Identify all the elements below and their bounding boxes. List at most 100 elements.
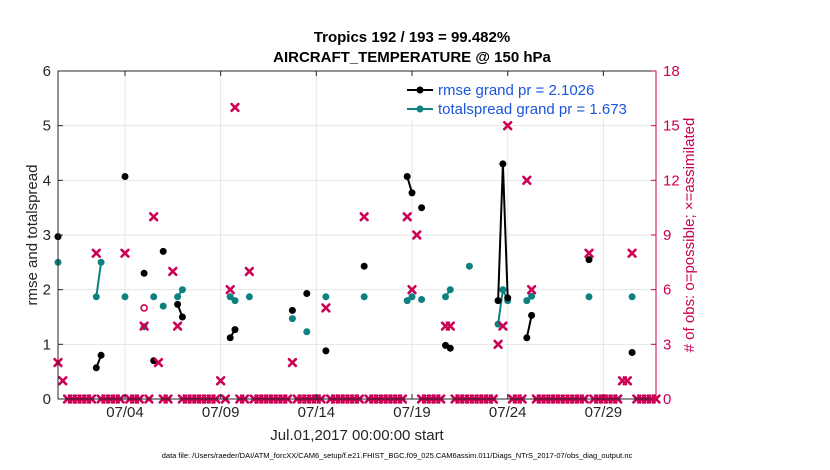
spread-point-13-0 xyxy=(403,297,411,305)
rmse-point-16-0 xyxy=(494,297,502,305)
obs-assimilated-94 xyxy=(502,120,513,131)
y-tick-label-left-3: 3 xyxy=(43,227,51,244)
x-tick-label-1: 07/09 xyxy=(202,404,240,421)
obs-assimilated-14 xyxy=(120,248,130,258)
y-axis-label-right: # of obs: o=possible; ×=assimilated xyxy=(681,118,698,353)
y-tick-label-right-6: 18 xyxy=(663,63,680,80)
obs-assimilated-24 xyxy=(168,266,178,277)
obs-assimilated-111 xyxy=(584,248,594,258)
y-tick-label-right-4: 12 xyxy=(663,172,680,189)
y-tick-label-right-3: 9 xyxy=(663,227,671,244)
spread-point-5-0 xyxy=(159,302,167,310)
obs-assimilated-120 xyxy=(627,248,637,258)
obs-assimilated-82 xyxy=(445,321,455,331)
rmse-point-16-2 xyxy=(504,294,512,302)
obs-assimilated-92 xyxy=(493,339,503,350)
obs-possible-0 xyxy=(140,304,148,312)
y-tick-label-left-4: 4 xyxy=(43,172,51,189)
rmse-point-7-1 xyxy=(231,326,239,334)
obs-assimilated-21 xyxy=(153,357,164,368)
spread-point-12-0 xyxy=(360,293,368,301)
y-axis-label-left: rmse and totalspread xyxy=(24,165,41,306)
spread-point-11-0 xyxy=(322,293,330,301)
x-ticks: 07/04 07/09 07/14 07/19 07/24 07/29 xyxy=(106,71,622,421)
rmse-point-19-0 xyxy=(628,349,636,356)
spread-point-9-0 xyxy=(288,315,296,323)
spread-point-1-1 xyxy=(97,258,105,266)
spread-point-8-0 xyxy=(245,293,253,301)
rmse-point-9-0 xyxy=(303,290,311,297)
legend-label-rmse: rmse grand pr = 2.1026 xyxy=(438,82,594,99)
spread-point-20-0 xyxy=(628,293,636,301)
spread-point-6-0 xyxy=(174,293,182,301)
y-tick-label-right-5: 15 xyxy=(663,118,680,135)
obs-assimilated-75 xyxy=(412,230,422,240)
rmse-point-10-0 xyxy=(322,347,330,355)
rmse-point-12-1 xyxy=(408,189,416,197)
legend-label-spread: totalspread grand pr = 1.673 xyxy=(438,101,627,118)
obs-assimilated-40 xyxy=(244,266,255,277)
spread-point-14-0 xyxy=(418,296,426,303)
spread-point-15-0 xyxy=(442,293,449,301)
spread-point-18-1 xyxy=(528,292,536,300)
rmse-point-6-0 xyxy=(174,300,182,308)
spread-point-19-0 xyxy=(585,293,593,301)
rmse-point-3-0 xyxy=(140,269,148,277)
y-ticks-right: 0 3 6 9 12 15 18 xyxy=(651,63,680,408)
legend-box xyxy=(405,77,650,119)
y-tick-label-right-0: 0 xyxy=(663,391,671,408)
spread-point-7-0 xyxy=(226,293,234,301)
y-tick-label-right-1: 3 xyxy=(663,336,671,353)
rmse-point-6-1 xyxy=(178,313,186,321)
rmse-point-7-0 xyxy=(226,334,234,342)
obs-assimilated-8 xyxy=(91,248,101,258)
obs-assimilated-20 xyxy=(148,212,159,222)
y-tick-label-left-2: 2 xyxy=(43,282,51,299)
rmse-line-17 xyxy=(525,315,533,339)
rmse-point-13-0 xyxy=(418,204,426,212)
rmse-point-8-0 xyxy=(288,306,296,314)
chart-title-line1: Tropics 192 / 193 = 99.482% xyxy=(314,29,510,46)
spread-point-7-1 xyxy=(231,297,239,305)
y-tick-label-right-2: 6 xyxy=(663,282,671,299)
rmse-point-17-1 xyxy=(528,311,536,319)
rmse-point-11-0 xyxy=(360,262,368,270)
obs-assimilated-99 xyxy=(526,284,537,295)
obs-assimilated-73 xyxy=(402,212,412,222)
rmse-point-17-0 xyxy=(523,334,531,342)
spread-point-2-0 xyxy=(121,293,129,301)
y-tick-label-left-0: 0 xyxy=(43,391,51,408)
spread-point-6-1 xyxy=(178,286,186,294)
y-tick-label-left-6: 6 xyxy=(43,63,51,80)
obs-assimilated-49 xyxy=(287,357,298,368)
spread-line-1 xyxy=(95,262,103,297)
x-tick-label-5: 07/29 xyxy=(585,404,623,421)
obs-assimilated-37 xyxy=(230,102,240,113)
legend-marker-spread xyxy=(416,105,424,113)
rmse-point-14-1 xyxy=(446,344,454,352)
spread-point-15-1 xyxy=(446,286,454,294)
spread-point-1-0 xyxy=(92,293,100,301)
obs-assimilated-1 xyxy=(58,376,68,386)
obs-assimilated-74 xyxy=(407,284,417,295)
spread-point-10-0 xyxy=(303,328,311,336)
rmse-point-5-0 xyxy=(159,247,167,255)
rmse-point-1-1 xyxy=(97,351,105,359)
x-tick-label-3: 07/19 xyxy=(393,404,431,421)
obs-assimilated-25 xyxy=(172,321,183,331)
rmse-point-2-0 xyxy=(121,173,129,180)
chart-title-line2: AIRCRAFT_TEMPERATURE @ 150 hPa xyxy=(273,49,551,66)
x-axis-label: Jul.01,2017 00:00:00 start xyxy=(270,427,444,444)
spread-point-13-1 xyxy=(408,293,416,301)
obs-assimilated-36 xyxy=(225,284,235,295)
obs-assimilated-119 xyxy=(622,376,632,386)
grid-lines xyxy=(58,71,656,399)
rmse-point-1-0 xyxy=(92,364,100,372)
spread-point-16-0 xyxy=(465,262,473,270)
legend: rmse grand pr = 2.1026 totalspread grand… xyxy=(405,77,650,119)
spread-point-17-1 xyxy=(499,286,507,294)
obs-assimilated-34 xyxy=(215,376,226,386)
obs-assimilated-64 xyxy=(359,212,369,222)
obs-assimilated-93 xyxy=(498,321,508,331)
x-tick-label-2: 07/14 xyxy=(298,404,336,421)
